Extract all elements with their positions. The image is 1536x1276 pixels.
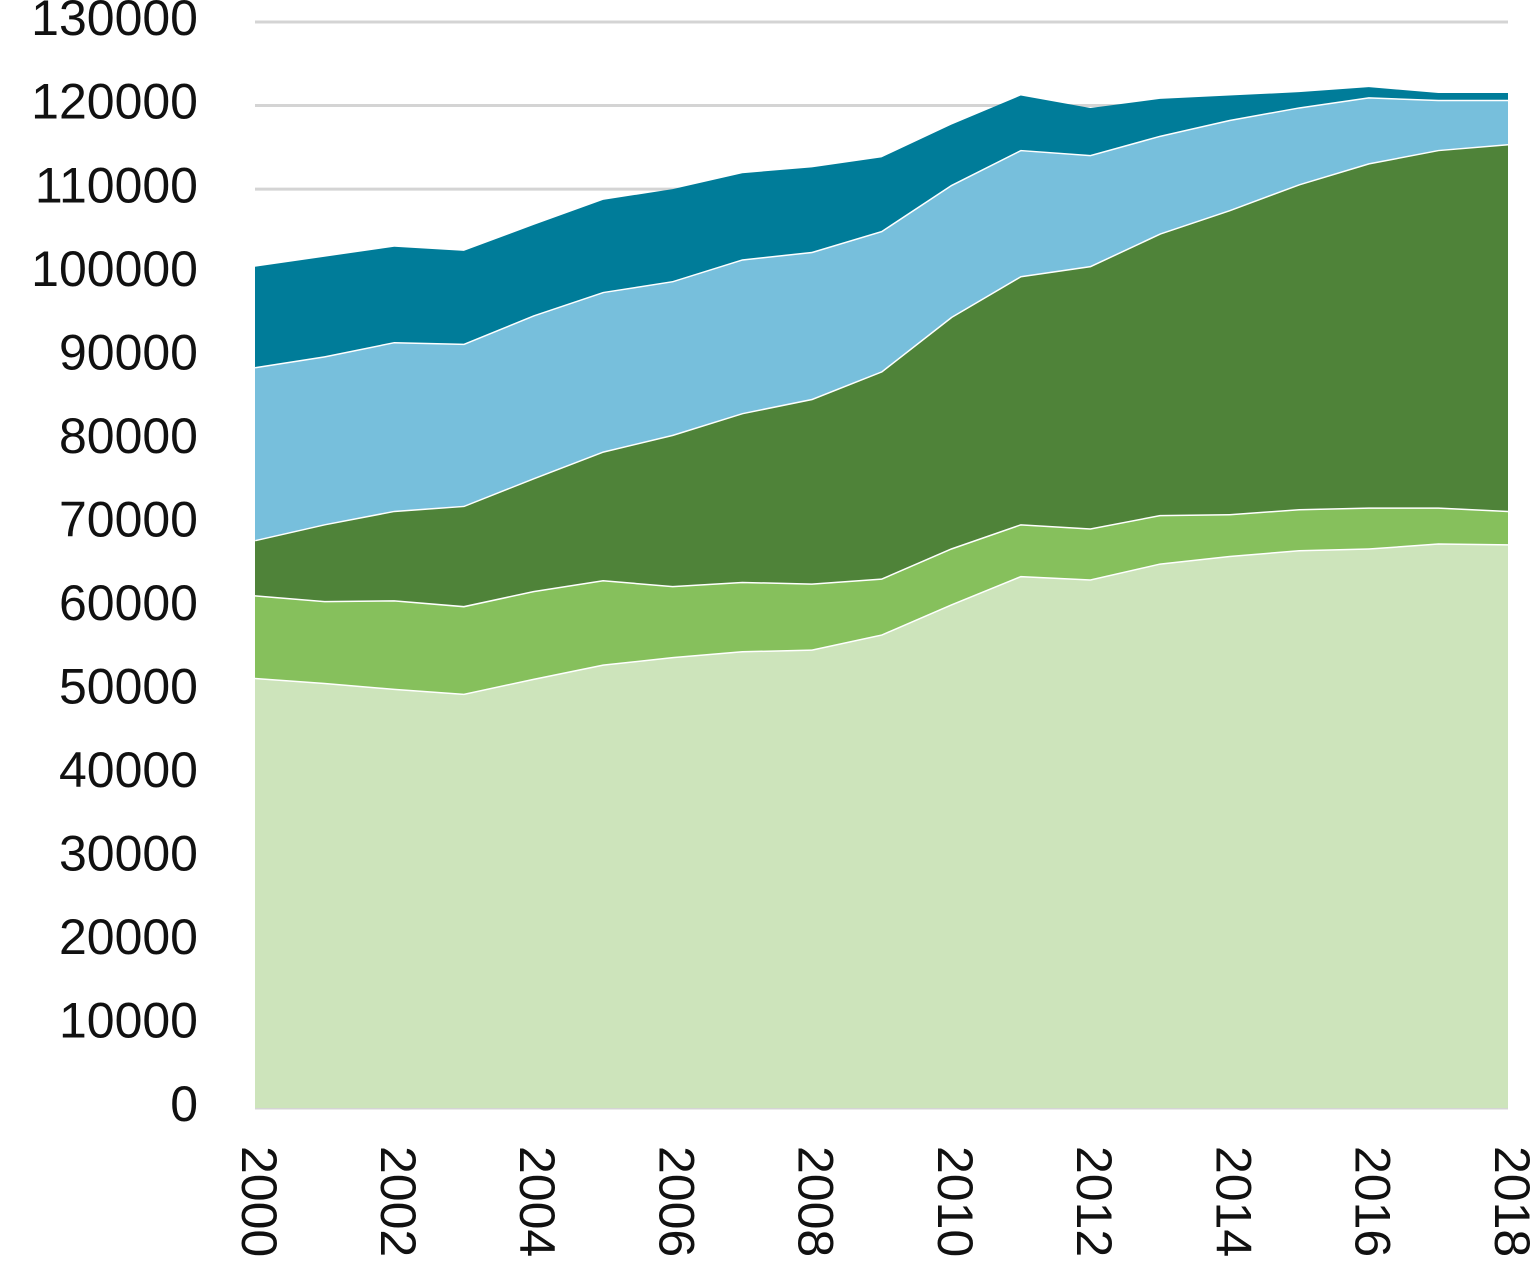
y-tick-label: 10000 [59, 993, 198, 1049]
area [255, 87, 1508, 368]
x-tick-label: 2000 [231, 1146, 287, 1257]
y-tick-label: 70000 [59, 491, 198, 547]
area [255, 97, 1508, 540]
y-tick-label: 40000 [59, 742, 198, 798]
x-tick-label: 2006 [648, 1146, 704, 1257]
y-tick-label: 80000 [59, 408, 198, 464]
x-tick-label: 2014 [1205, 1146, 1261, 1257]
area [255, 507, 1508, 694]
x-tick-label: 2018 [1484, 1146, 1536, 1257]
y-tick-label: 110000 [35, 157, 198, 213]
y-tick-label: 120000 [31, 74, 198, 130]
y-tick-label: 130000 [31, 0, 198, 46]
x-tick-label: 2004 [509, 1146, 565, 1257]
y-tick-label: 20000 [59, 909, 198, 965]
x-tick-label: 2002 [370, 1146, 426, 1257]
y-tick-label: 0 [170, 1076, 198, 1132]
area [255, 143, 1508, 606]
area [255, 543, 1508, 1108]
y-tick-label: 60000 [59, 575, 198, 631]
y-tick-label: 30000 [59, 826, 198, 882]
y-tick-label: 50000 [59, 659, 198, 715]
x-tick-label: 2008 [788, 1146, 844, 1257]
x-tick-label: 2012 [1066, 1146, 1122, 1257]
y-tick-label: 90000 [59, 324, 198, 380]
y-tick-label: 100000 [31, 241, 198, 297]
x-tick-label: 2016 [1345, 1146, 1401, 1257]
x-tick-label: 2010 [927, 1146, 983, 1257]
